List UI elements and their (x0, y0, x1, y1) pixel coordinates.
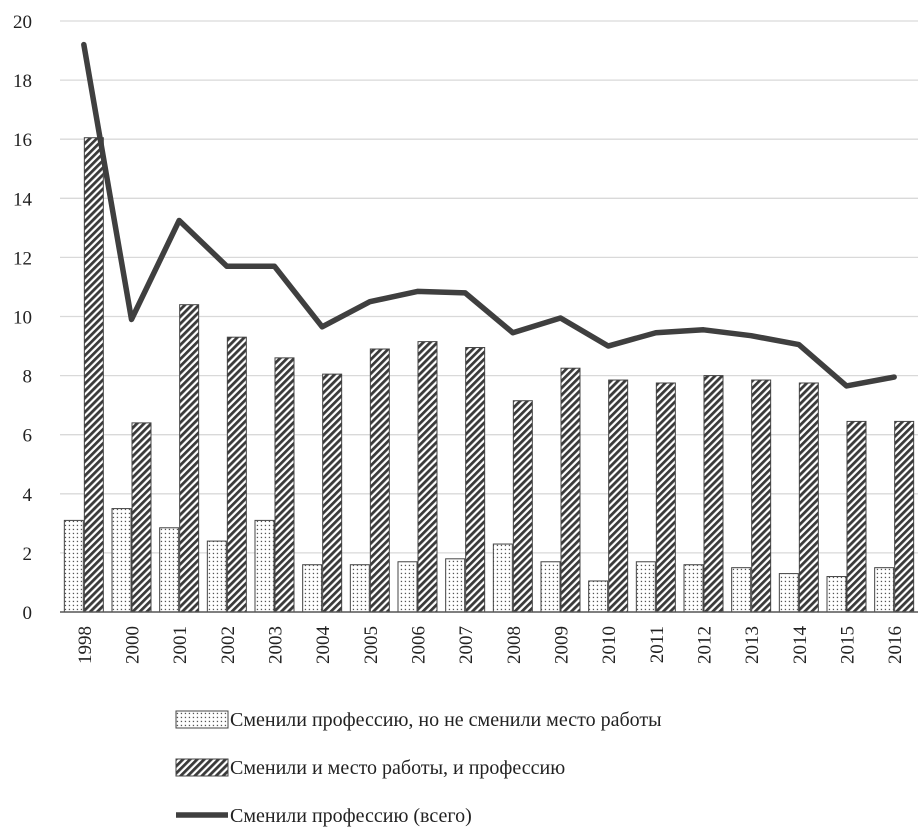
bar-series-0-2012 (683, 564, 704, 613)
x-tick-label: 2010 (599, 626, 620, 664)
x-tick-label: 2007 (456, 626, 477, 664)
bar-series-1-2003 (274, 357, 295, 613)
bar-series-0-2014 (778, 573, 799, 613)
x-tick-label: 2005 (361, 626, 382, 664)
bar-series-0-2009 (540, 561, 561, 613)
bar-series-0-2001 (159, 527, 180, 613)
x-tick-label: 2008 (504, 626, 525, 664)
legend-label-series-1: Сменили и место работы, и профессию (230, 757, 565, 779)
y-tick-label: 14 (13, 189, 33, 210)
x-tick-label: 2002 (218, 626, 239, 664)
bar-series-1-2016 (894, 420, 915, 613)
bar-series-1-2012 (703, 375, 724, 613)
legend-label-series-2: Сменили профессию (всего) (230, 805, 472, 827)
x-tick-label: 2006 (409, 626, 430, 664)
bar-series-1-2001 (179, 304, 200, 613)
bar-series-1-2009 (560, 367, 581, 613)
x-tick-label: 2015 (838, 626, 859, 664)
bar-series-0-1998 (63, 519, 84, 613)
x-tick-label: 2000 (123, 626, 144, 664)
x-tick-label: 1998 (75, 626, 96, 664)
bar-series-0-2006 (397, 561, 418, 613)
bar-series-1-2013 (751, 379, 772, 613)
bar-series-0-2008 (492, 543, 513, 613)
legend-swatch-series-1 (175, 758, 229, 777)
bar-series-1-2010 (608, 379, 629, 613)
bar-series-0-2005 (349, 564, 370, 613)
bar-series-1-1998 (83, 137, 104, 613)
bar-series-1-2006 (417, 341, 438, 613)
x-tick-label: 2003 (266, 626, 287, 664)
total-line (81, 41, 897, 389)
x-tick-label: 2016 (885, 626, 906, 664)
y-tick-label: 20 (13, 12, 32, 33)
legend: Сменили профессию, но не сменили место р… (175, 709, 662, 827)
gridlines (60, 20, 918, 554)
y-tick-label: 18 (13, 71, 32, 92)
bar-series-1-2004 (322, 373, 343, 613)
total-line-series (81, 41, 897, 389)
y-tick-label: 0 (23, 603, 33, 624)
y-tick-label: 2 (23, 544, 33, 565)
bar-series-1-2002 (226, 336, 247, 613)
bar-series-1-2008 (512, 400, 533, 613)
bar-series-0-2016 (874, 567, 895, 613)
y-tick-label: 8 (23, 367, 33, 388)
y-tick-label: 4 (23, 485, 33, 506)
bar-series-1-2015 (846, 420, 867, 613)
x-tick-label: 2013 (742, 626, 763, 664)
x-tick-label: 2001 (170, 626, 191, 664)
bar-series-0-2010 (588, 580, 609, 613)
x-tick-label: 2012 (695, 626, 716, 664)
y-tick-label: 10 (13, 308, 32, 329)
x-tick-label: 2014 (790, 626, 811, 665)
y-tick-label: 16 (13, 130, 32, 151)
x-tick-label: 2009 (552, 626, 573, 664)
y-tick-label: 12 (13, 248, 32, 269)
bar-series-0-2002 (206, 540, 227, 613)
bar-series-0-2000 (111, 508, 132, 613)
x-tick-label: 2004 (313, 626, 334, 665)
bar-series-1-2000 (131, 422, 152, 613)
bar-series-1-2014 (798, 382, 819, 613)
bar-series-0-2013 (731, 567, 752, 613)
legend-label-series-0: Сменили профессию, но не сменили место р… (230, 709, 662, 731)
bars (63, 137, 915, 613)
legend-swatch-series-0 (175, 710, 229, 729)
y-axis-ticks: 0 2 4 6 8 10 12 14 16 18 20 (13, 12, 33, 624)
x-axis-ticks: 1998 2000 2001 2002 2003 2004 2005 2006 2007 2008… (75, 626, 906, 665)
bar-series-1-2005 (369, 348, 390, 613)
bar-series-0-2004 (302, 564, 323, 613)
bar-series-1-2007 (465, 347, 486, 613)
bar-series-0-2011 (635, 561, 656, 613)
y-tick-label: 6 (23, 426, 33, 447)
x-tick-label: 2011 (647, 626, 668, 663)
bar-series-0-2007 (445, 558, 466, 613)
bar-series-0-2003 (254, 519, 275, 613)
bar-series-0-2015 (826, 576, 847, 613)
bar-series-1-2011 (655, 382, 676, 613)
